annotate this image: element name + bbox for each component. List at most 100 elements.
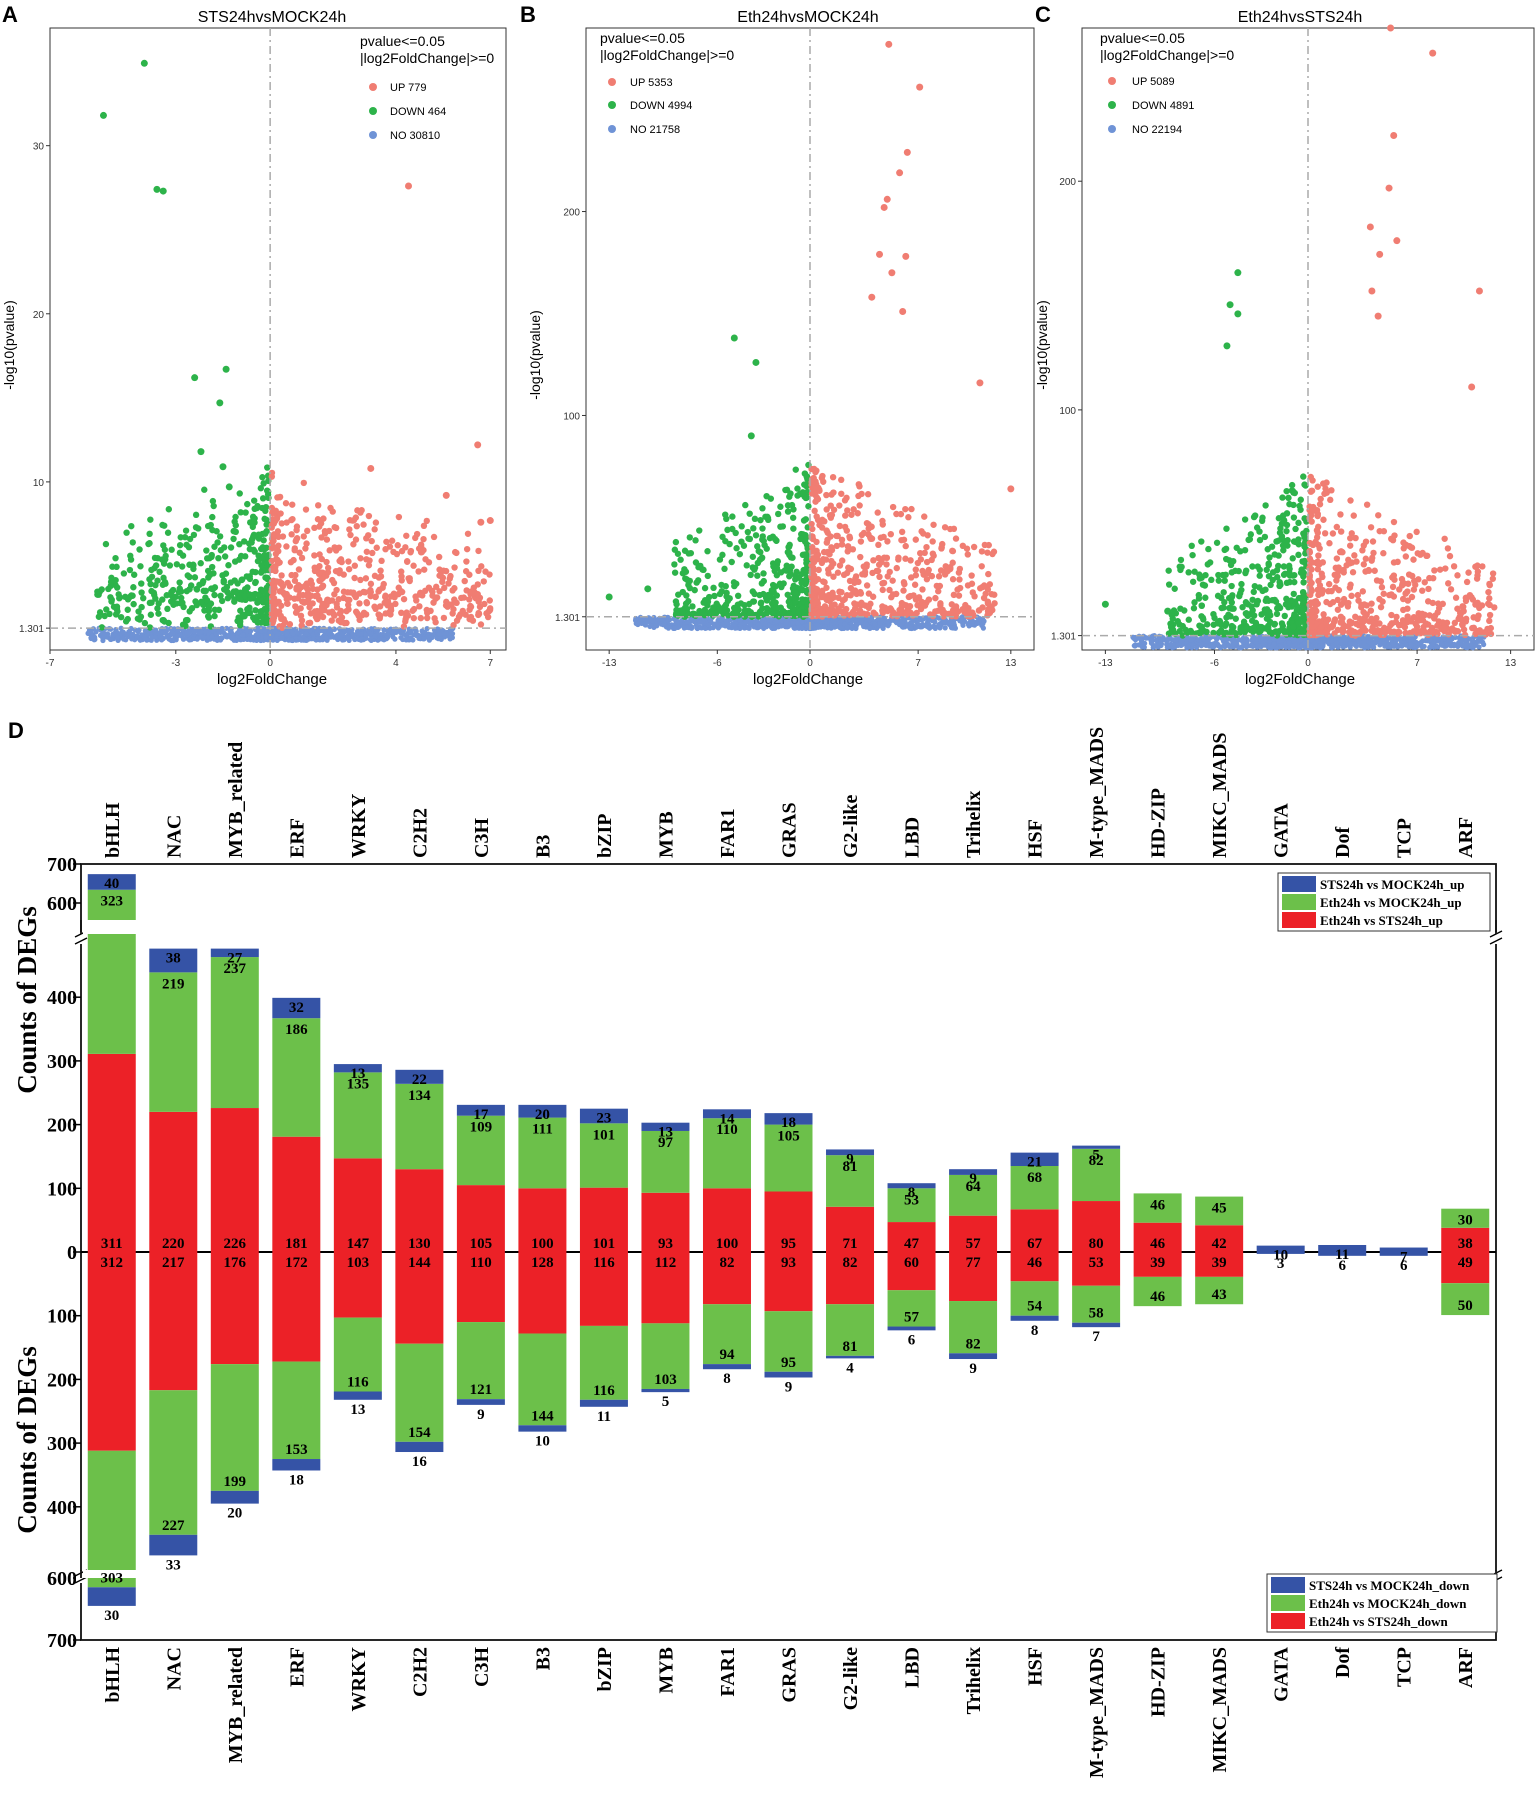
down-point bbox=[605, 593, 613, 601]
up-point bbox=[318, 534, 325, 541]
down-point bbox=[190, 531, 198, 539]
up-point bbox=[466, 571, 473, 578]
down-point bbox=[186, 535, 194, 543]
up-point bbox=[911, 581, 919, 588]
down-point bbox=[746, 535, 754, 543]
up-point bbox=[857, 553, 864, 561]
up-point bbox=[286, 583, 294, 590]
up-point bbox=[908, 505, 915, 513]
up-point bbox=[286, 621, 294, 628]
down-point bbox=[1189, 578, 1197, 585]
up-point bbox=[404, 558, 411, 565]
down-point bbox=[1290, 514, 1298, 521]
no-point bbox=[858, 619, 864, 625]
up-point bbox=[970, 543, 978, 551]
down-point bbox=[738, 523, 745, 530]
up-point bbox=[916, 83, 924, 91]
up-point bbox=[938, 544, 945, 551]
down-point bbox=[259, 613, 266, 620]
up-point bbox=[333, 600, 340, 608]
no-point bbox=[705, 622, 712, 628]
down-point bbox=[734, 592, 742, 600]
no-point bbox=[1329, 638, 1335, 644]
down-point bbox=[129, 539, 136, 546]
down-point bbox=[161, 578, 169, 586]
up-point bbox=[908, 574, 915, 581]
no-point bbox=[1347, 640, 1353, 647]
up-point bbox=[858, 531, 866, 539]
up-point bbox=[413, 530, 421, 538]
panel-a-title: STS24hvsMOCK24h bbox=[198, 9, 347, 26]
x-tick-label: -3 bbox=[171, 658, 180, 669]
panel-letter-a: A bbox=[2, 2, 18, 27]
down-point bbox=[257, 569, 265, 576]
panel-letter-c: C bbox=[1035, 2, 1051, 27]
up-point bbox=[382, 592, 389, 599]
down-point bbox=[644, 585, 652, 593]
down-point bbox=[687, 549, 695, 557]
no-point bbox=[647, 623, 653, 630]
up-point bbox=[874, 567, 882, 575]
no-point bbox=[421, 636, 427, 642]
up-point bbox=[417, 549, 425, 556]
no-point bbox=[792, 625, 798, 631]
down-point bbox=[122, 618, 130, 625]
panel-a-ylabel: -log10(pvalue) bbox=[1, 300, 17, 390]
up-point bbox=[978, 548, 986, 555]
down-point bbox=[1237, 548, 1244, 555]
up-point bbox=[879, 586, 886, 594]
no-point bbox=[824, 619, 830, 625]
up-point bbox=[363, 556, 370, 563]
down-point bbox=[1208, 576, 1215, 584]
down-point bbox=[798, 570, 806, 578]
down-point bbox=[127, 552, 134, 559]
panel-letter-b: B bbox=[520, 2, 536, 27]
down-point bbox=[704, 548, 711, 555]
legend-up-label: UP 779 bbox=[390, 82, 427, 94]
up-point bbox=[375, 588, 382, 595]
up-point bbox=[985, 541, 992, 549]
down-point bbox=[244, 606, 251, 613]
down-point bbox=[749, 553, 757, 560]
down-point bbox=[138, 603, 145, 611]
down-point bbox=[756, 591, 763, 599]
down-point bbox=[126, 593, 133, 601]
no-point bbox=[345, 635, 351, 641]
down-point bbox=[222, 570, 230, 577]
up-point bbox=[481, 600, 488, 608]
no-point bbox=[406, 637, 412, 643]
down-point bbox=[1288, 481, 1296, 489]
up-point bbox=[956, 584, 964, 592]
up-point bbox=[985, 606, 992, 613]
no-point bbox=[114, 634, 121, 640]
up-point bbox=[888, 594, 895, 601]
down-point bbox=[225, 483, 233, 491]
up-point bbox=[352, 593, 360, 601]
up-point bbox=[398, 609, 405, 617]
no-point bbox=[381, 637, 387, 643]
up-point bbox=[847, 592, 854, 599]
up-point bbox=[925, 596, 933, 603]
down-point bbox=[179, 621, 187, 628]
no-point bbox=[1153, 637, 1159, 644]
up-point bbox=[269, 565, 276, 572]
no-point bbox=[872, 621, 878, 627]
no-point bbox=[815, 622, 821, 628]
no-point bbox=[390, 634, 396, 640]
up-point bbox=[838, 589, 845, 596]
up-point bbox=[293, 526, 300, 534]
down-point bbox=[254, 599, 261, 606]
up-point bbox=[955, 569, 963, 576]
down-point bbox=[797, 535, 804, 543]
down-point bbox=[159, 596, 166, 603]
up-point bbox=[371, 603, 378, 610]
up-point bbox=[402, 544, 409, 551]
down-point bbox=[107, 594, 114, 601]
down-point bbox=[1228, 569, 1236, 576]
no-point bbox=[660, 622, 667, 628]
no-point bbox=[747, 622, 754, 628]
down-point bbox=[258, 562, 265, 569]
no-point bbox=[366, 628, 372, 635]
no-point bbox=[240, 636, 247, 642]
